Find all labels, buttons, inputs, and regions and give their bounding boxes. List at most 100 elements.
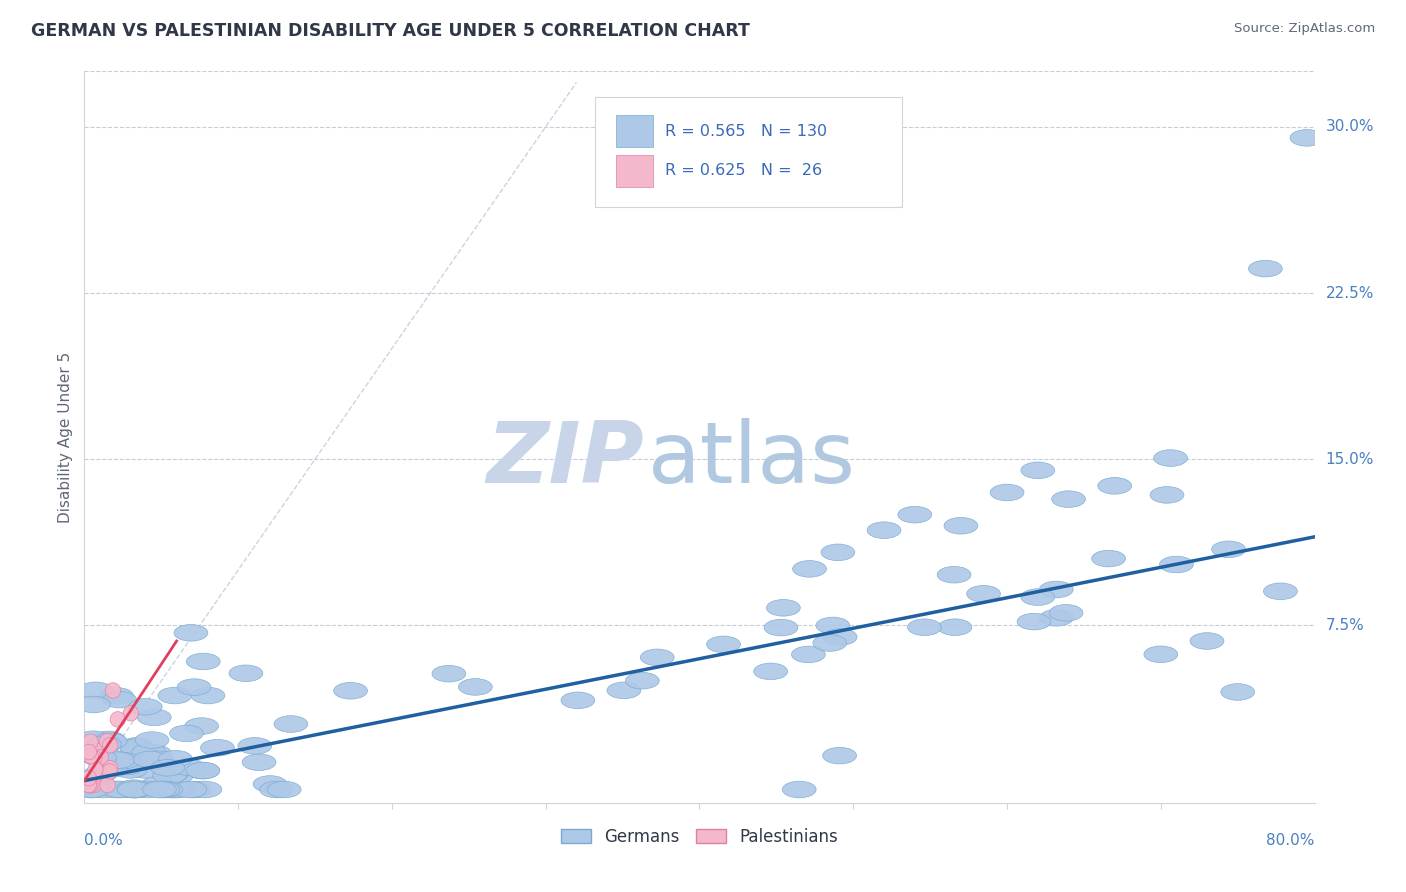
Ellipse shape xyxy=(101,752,135,769)
Ellipse shape xyxy=(1249,260,1282,277)
Ellipse shape xyxy=(138,745,172,762)
Ellipse shape xyxy=(754,663,787,680)
Ellipse shape xyxy=(191,687,225,704)
Ellipse shape xyxy=(118,781,152,797)
Ellipse shape xyxy=(187,653,221,670)
Ellipse shape xyxy=(87,762,103,777)
Ellipse shape xyxy=(1160,557,1194,573)
Text: R = 0.625   N =  26: R = 0.625 N = 26 xyxy=(665,163,823,178)
Ellipse shape xyxy=(82,777,97,793)
Ellipse shape xyxy=(83,748,98,764)
Ellipse shape xyxy=(821,544,855,561)
Text: 30.0%: 30.0% xyxy=(1326,120,1374,135)
Ellipse shape xyxy=(155,765,188,782)
Ellipse shape xyxy=(75,781,110,797)
Ellipse shape xyxy=(138,709,172,726)
Text: 0.0%: 0.0% xyxy=(84,833,124,848)
Ellipse shape xyxy=(157,687,191,704)
Ellipse shape xyxy=(823,747,856,764)
Ellipse shape xyxy=(93,733,127,749)
Ellipse shape xyxy=(134,751,167,768)
Ellipse shape xyxy=(83,749,117,766)
Ellipse shape xyxy=(186,762,219,779)
Ellipse shape xyxy=(103,764,118,780)
Ellipse shape xyxy=(238,738,271,754)
Ellipse shape xyxy=(98,781,132,797)
Ellipse shape xyxy=(274,715,308,732)
Ellipse shape xyxy=(159,767,193,784)
FancyBboxPatch shape xyxy=(616,115,652,147)
Text: Source: ZipAtlas.com: Source: ZipAtlas.com xyxy=(1234,22,1375,36)
Ellipse shape xyxy=(173,781,207,797)
Ellipse shape xyxy=(86,781,120,797)
Ellipse shape xyxy=(824,629,858,645)
Ellipse shape xyxy=(1220,683,1254,700)
Ellipse shape xyxy=(186,763,219,779)
Ellipse shape xyxy=(184,718,218,734)
Ellipse shape xyxy=(990,484,1024,500)
Ellipse shape xyxy=(82,771,97,786)
FancyBboxPatch shape xyxy=(595,97,903,207)
Text: R = 0.565   N = 130: R = 0.565 N = 130 xyxy=(665,124,827,139)
Ellipse shape xyxy=(458,679,492,695)
Ellipse shape xyxy=(75,781,110,797)
Ellipse shape xyxy=(1212,541,1246,558)
Ellipse shape xyxy=(607,682,641,698)
Ellipse shape xyxy=(120,738,153,754)
Ellipse shape xyxy=(117,780,150,797)
Ellipse shape xyxy=(86,777,101,793)
Ellipse shape xyxy=(907,619,942,636)
Ellipse shape xyxy=(1017,614,1050,630)
Ellipse shape xyxy=(96,763,111,778)
Ellipse shape xyxy=(142,781,176,797)
Ellipse shape xyxy=(82,776,97,792)
Ellipse shape xyxy=(793,560,827,577)
Ellipse shape xyxy=(76,780,110,797)
Ellipse shape xyxy=(943,517,977,534)
Ellipse shape xyxy=(201,739,235,756)
Ellipse shape xyxy=(159,750,193,767)
Ellipse shape xyxy=(432,665,465,682)
Ellipse shape xyxy=(103,738,118,753)
FancyBboxPatch shape xyxy=(616,154,652,187)
Ellipse shape xyxy=(1291,129,1324,146)
Ellipse shape xyxy=(118,781,152,797)
Ellipse shape xyxy=(114,781,148,797)
Ellipse shape xyxy=(174,624,208,641)
Ellipse shape xyxy=(1144,646,1178,663)
Ellipse shape xyxy=(1021,589,1054,606)
Ellipse shape xyxy=(868,522,901,539)
Ellipse shape xyxy=(135,731,169,748)
Ellipse shape xyxy=(105,682,121,698)
Legend: Germans, Palestinians: Germans, Palestinians xyxy=(561,828,838,846)
Ellipse shape xyxy=(1264,583,1298,599)
Ellipse shape xyxy=(782,781,815,797)
Y-axis label: Disability Age Under 5: Disability Age Under 5 xyxy=(58,351,73,523)
Ellipse shape xyxy=(128,698,162,715)
Ellipse shape xyxy=(83,765,117,782)
Ellipse shape xyxy=(1039,609,1073,626)
Ellipse shape xyxy=(91,765,107,780)
Ellipse shape xyxy=(128,762,162,778)
Ellipse shape xyxy=(1098,477,1132,494)
Ellipse shape xyxy=(93,749,108,764)
Ellipse shape xyxy=(170,725,204,742)
Ellipse shape xyxy=(82,777,97,793)
Ellipse shape xyxy=(1052,491,1085,508)
Ellipse shape xyxy=(707,636,741,653)
Ellipse shape xyxy=(108,758,143,775)
Ellipse shape xyxy=(104,781,138,797)
Ellipse shape xyxy=(141,751,174,767)
Ellipse shape xyxy=(188,781,222,797)
Ellipse shape xyxy=(253,776,287,792)
Text: atlas: atlas xyxy=(648,417,856,500)
Ellipse shape xyxy=(561,692,595,708)
Ellipse shape xyxy=(242,754,276,771)
Ellipse shape xyxy=(626,673,659,689)
Ellipse shape xyxy=(91,731,125,747)
Ellipse shape xyxy=(177,781,211,797)
Ellipse shape xyxy=(124,706,138,721)
Ellipse shape xyxy=(107,752,141,769)
Ellipse shape xyxy=(640,649,673,665)
Ellipse shape xyxy=(792,646,825,663)
